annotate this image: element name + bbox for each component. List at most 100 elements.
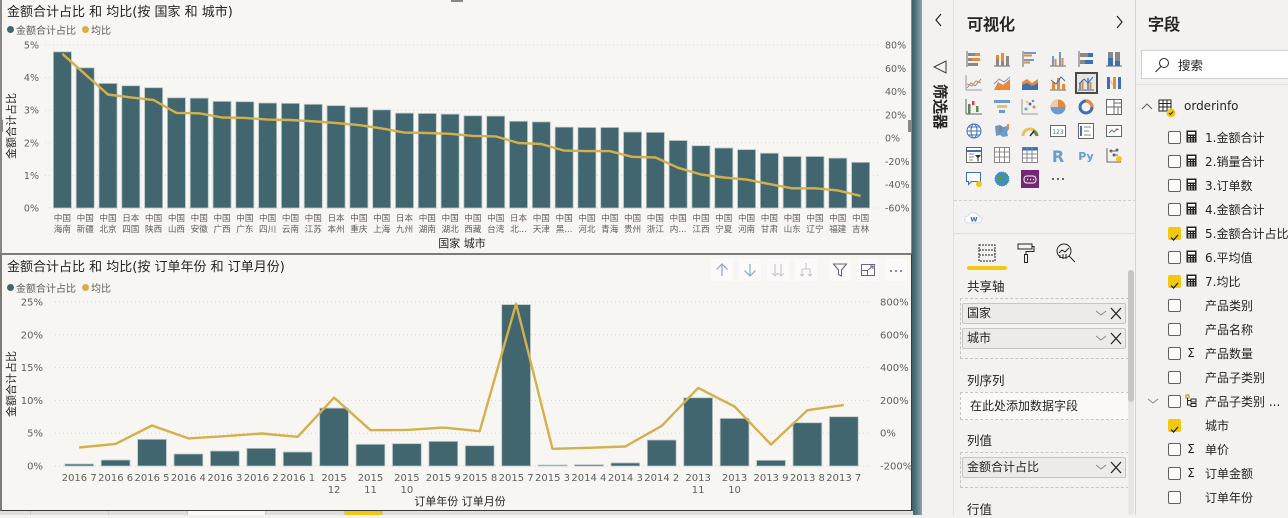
- viz-pane-scrollbar-thumb[interactable]: [1128, 270, 1134, 402]
- visual-type-stacked-bar-chart-button[interactable]: [960, 47, 988, 71]
- line-point[interactable]: [448, 131, 453, 136]
- bar[interactable]: [574, 464, 604, 467]
- bar[interactable]: [805, 156, 825, 209]
- visual-type-100-stacked-bar-chart-button[interactable]: [1072, 47, 1100, 71]
- line-point[interactable]: [493, 134, 498, 139]
- line-point[interactable]: [332, 395, 337, 400]
- tab-analytics[interactable]: [1053, 241, 1079, 265]
- visual-type-slicer-button[interactable]: [960, 143, 988, 167]
- bar[interactable]: [646, 439, 677, 467]
- line-point[interactable]: [653, 155, 658, 160]
- line-point[interactable]: [288, 117, 293, 122]
- bar[interactable]: [417, 113, 437, 209]
- page-tab[interactable]: [109, 511, 188, 515]
- bar[interactable]: [281, 102, 300, 209]
- bar[interactable]: [349, 106, 369, 209]
- page-tab-active[interactable]: [188, 511, 266, 515]
- well-field-amount-share[interactable]: 金额合计占比: [962, 457, 1126, 478]
- bar[interactable]: [428, 440, 459, 467]
- table-orderinfo[interactable]: orderinfo: [1136, 96, 1288, 118]
- bar[interactable]: [486, 115, 506, 209]
- line-point[interactable]: [368, 428, 373, 433]
- bar[interactable]: [610, 462, 641, 467]
- chevron-down-icon[interactable]: [1095, 332, 1107, 344]
- bar[interactable]: [212, 100, 232, 209]
- bar[interactable]: [258, 102, 278, 209]
- bar[interactable]: [440, 113, 460, 209]
- bar[interactable]: [537, 464, 568, 467]
- bar[interactable]: [828, 157, 848, 209]
- filter-button[interactable]: [829, 259, 851, 281]
- line-point[interactable]: [768, 442, 773, 447]
- field-checkbox[interactable]: [1168, 371, 1181, 384]
- bar[interactable]: [52, 51, 72, 209]
- line-point[interactable]: [77, 445, 82, 450]
- visual-type-clustered-bar-chart-button[interactable]: [1016, 47, 1044, 71]
- line-point[interactable]: [514, 301, 519, 306]
- page-tab[interactable]: [266, 511, 345, 515]
- visual-type-table-button[interactable]: [988, 143, 1016, 167]
- line-point[interactable]: [441, 425, 446, 430]
- bar[interactable]: [372, 109, 392, 209]
- line-point[interactable]: [83, 72, 88, 77]
- bar[interactable]: [623, 131, 642, 209]
- field-checkbox[interactable]: [1168, 491, 1181, 504]
- field-checkbox[interactable]: [1168, 419, 1181, 433]
- visual-type-arcgis-map-button[interactable]: [988, 167, 1016, 191]
- word-cloud-visual-button[interactable]: w: [963, 208, 985, 226]
- bar[interactable]: [792, 422, 823, 467]
- line-point[interactable]: [477, 429, 482, 434]
- bar[interactable]: [683, 397, 713, 467]
- field-item[interactable]: 5.金额合计占比: [1136, 221, 1288, 245]
- remove-field-icon[interactable]: [1110, 307, 1122, 320]
- line-point[interactable]: [790, 186, 795, 191]
- visual-type-custom-visual-button[interactable]: [1016, 167, 1044, 191]
- visual-type-area-chart-button[interactable]: [988, 71, 1016, 95]
- bar[interactable]: [282, 451, 313, 467]
- bar[interactable]: [577, 127, 597, 209]
- fields-search-box[interactable]: [1141, 50, 1288, 79]
- line-point[interactable]: [334, 121, 339, 126]
- field-checkbox[interactable]: [1168, 251, 1181, 264]
- chevron-up-icon[interactable]: [1141, 101, 1153, 111]
- bar[interactable]: [189, 97, 209, 209]
- visual-type-funnel-chart-button[interactable]: [988, 95, 1016, 119]
- bar[interactable]: [121, 85, 141, 209]
- line-point[interactable]: [607, 149, 612, 154]
- visual-type-r-script-visual-button[interactable]: R: [1044, 143, 1072, 167]
- line-point[interactable]: [295, 434, 300, 439]
- line-point[interactable]: [151, 97, 156, 102]
- line-point[interactable]: [265, 117, 270, 122]
- bar[interactable]: [167, 97, 186, 209]
- visual-type-pie-chart-button[interactable]: [1044, 95, 1072, 119]
- visual-type-matrix-button[interactable]: [1016, 143, 1044, 167]
- bar[interactable]: [759, 152, 779, 209]
- bar[interactable]: [509, 120, 528, 209]
- visual-type-key-influencers-button[interactable]: [1100, 143, 1128, 167]
- visual-type-card-button[interactable]: 123: [1044, 119, 1072, 143]
- bar[interactable]: [395, 112, 414, 209]
- line-point[interactable]: [586, 445, 591, 450]
- visual-type-line-chart-button[interactable]: [960, 71, 988, 95]
- line-point[interactable]: [835, 188, 840, 193]
- line-point[interactable]: [732, 404, 737, 409]
- line-point[interactable]: [470, 133, 475, 138]
- line-point[interactable]: [744, 177, 749, 182]
- line-point[interactable]: [174, 110, 179, 115]
- field-item[interactable]: Σ 产品数量: [1136, 341, 1288, 365]
- line-point[interactable]: [242, 115, 247, 120]
- line-point[interactable]: [186, 436, 191, 441]
- bar[interactable]: [829, 416, 859, 467]
- field-checkbox[interactable]: [1168, 347, 1181, 360]
- field-item[interactable]: 产品名称: [1136, 317, 1288, 341]
- focus-mode-button[interactable]: [857, 259, 879, 281]
- legend-item-amount-share[interactable]: 金额合计占比: [7, 22, 76, 37]
- visual-type-line-and-stacked-column-chart-button[interactable]: [1044, 71, 1072, 95]
- page-tab[interactable]: [0, 511, 31, 515]
- field-checkbox[interactable]: [1168, 443, 1181, 456]
- tab-format[interactable]: [1013, 241, 1039, 265]
- line-point[interactable]: [841, 402, 846, 407]
- visual-type-waterfall-chart-button[interactable]: [960, 95, 988, 119]
- visual-type-ribbon-chart-button[interactable]: [1100, 71, 1128, 95]
- line-point[interactable]: [356, 123, 361, 128]
